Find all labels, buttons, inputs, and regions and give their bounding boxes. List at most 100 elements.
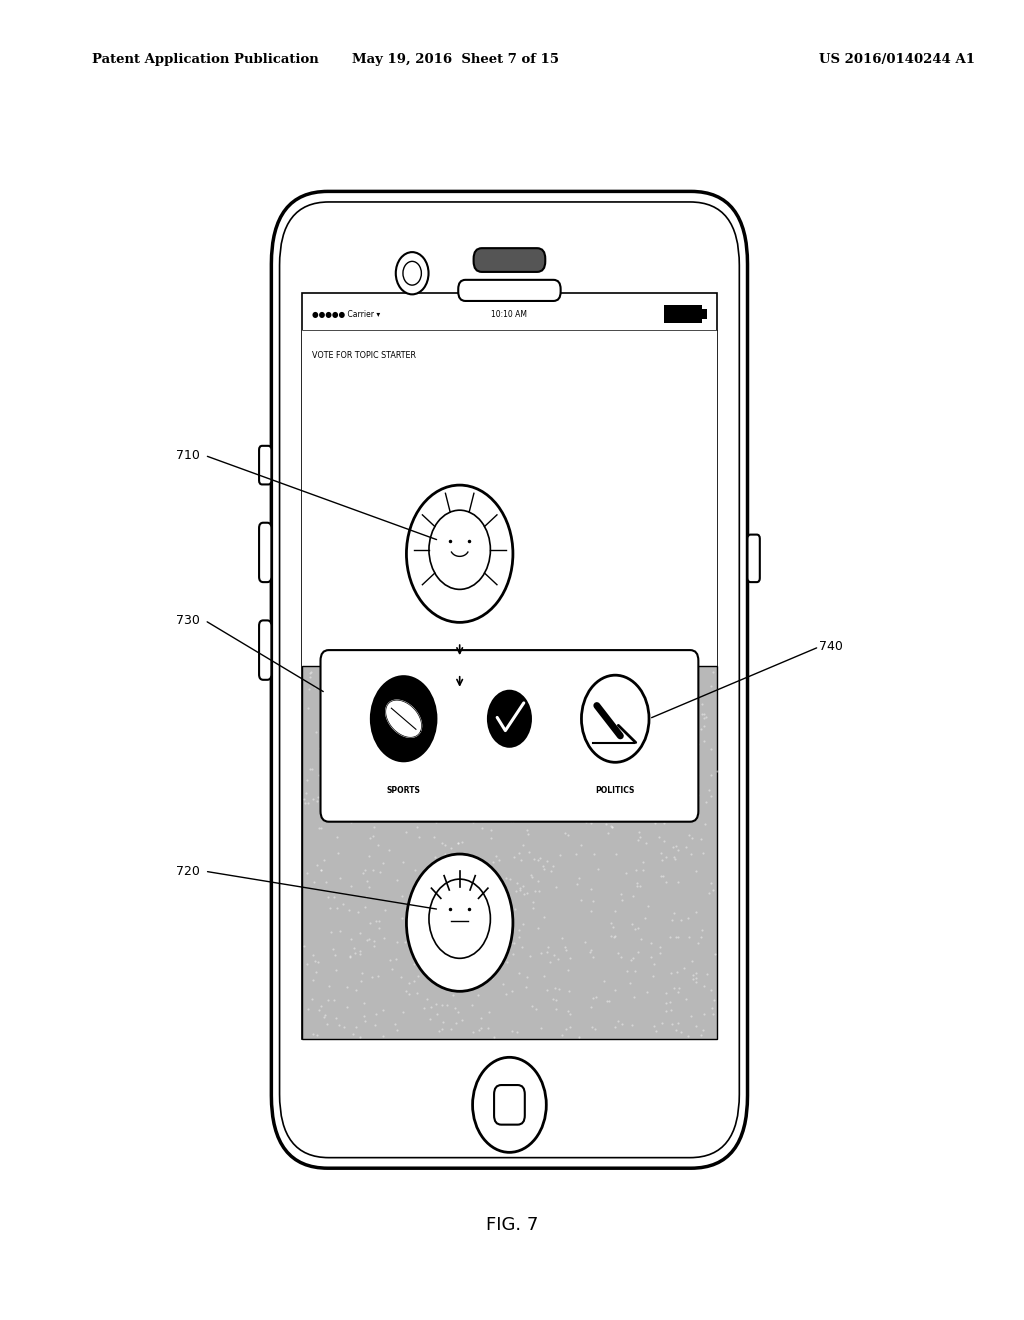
Point [566,768,583,789]
Point [394,886,411,907]
Point [560,825,577,846]
Point [398,705,415,726]
Point [514,667,530,688]
Text: 730: 730 [176,614,200,627]
Point [621,693,637,714]
Point [624,1015,640,1036]
Point [401,807,418,828]
Point [666,903,682,924]
Point [513,849,529,870]
Point [297,792,313,813]
Point [509,1022,525,1043]
Point [687,795,703,816]
Point [482,820,499,841]
Text: US 2016/0140244 A1: US 2016/0140244 A1 [819,53,975,66]
Point [343,812,359,833]
Point [666,752,682,774]
Point [596,785,612,807]
Circle shape [473,1057,547,1152]
Point [419,989,435,1010]
Point [632,826,648,847]
Point [690,784,707,805]
Point [667,847,683,869]
Point [485,851,502,873]
Point [336,656,352,677]
Point [378,729,394,750]
Point [360,928,377,949]
Point [411,826,427,847]
Point [414,797,430,818]
Point [420,688,436,709]
Point [581,705,597,726]
Point [664,962,680,983]
Point [434,995,451,1016]
Point [676,957,692,978]
Point [389,1019,406,1040]
Point [356,993,373,1014]
Point [456,774,472,795]
Point [321,887,337,908]
Point [581,660,597,681]
Point [352,742,369,763]
Point [450,711,466,733]
Point [664,909,680,931]
Text: 10:10 AM: 10:10 AM [492,310,527,318]
Point [449,899,465,920]
Point [554,1024,570,1045]
Point [366,775,382,796]
Point [339,997,355,1018]
FancyBboxPatch shape [259,446,271,484]
Point [530,849,547,870]
Point [457,762,473,783]
Point [459,744,475,766]
Point [585,946,601,968]
Point [413,882,429,903]
Point [517,975,534,997]
Point [464,994,480,1015]
Point [653,723,670,744]
Point [350,796,367,817]
Point [357,1010,374,1031]
Point [344,661,360,682]
Point [368,1015,384,1036]
Point [372,861,388,882]
Point [474,817,490,838]
Point [535,855,551,876]
Point [583,812,599,833]
Point [309,1024,326,1045]
Point [423,997,439,1018]
Point [536,966,552,987]
Point [455,721,471,742]
Circle shape [407,486,513,623]
Point [530,870,547,891]
Point [392,684,409,705]
Point [430,932,446,953]
Point [375,1026,391,1047]
Point [603,817,620,838]
Point [635,851,651,873]
Point [539,942,555,964]
Point [686,785,702,807]
Point [342,804,358,825]
Point [653,684,670,705]
Point [300,998,316,1019]
Point [412,771,428,792]
Point [415,903,431,924]
Point [572,834,589,855]
Point [326,989,342,1010]
Point [680,796,696,817]
Point [617,862,634,883]
Point [347,667,364,688]
Point [585,891,601,912]
Point [692,718,709,739]
Text: May 19, 2016  Sheet 7 of 15: May 19, 2016 Sheet 7 of 15 [352,53,559,66]
Point [540,754,556,775]
Point [394,766,411,787]
Point [665,693,681,714]
Point [670,840,686,861]
Point [374,799,390,820]
Point [518,698,535,719]
Point [689,734,706,755]
Point [685,965,701,986]
Point [629,764,645,785]
